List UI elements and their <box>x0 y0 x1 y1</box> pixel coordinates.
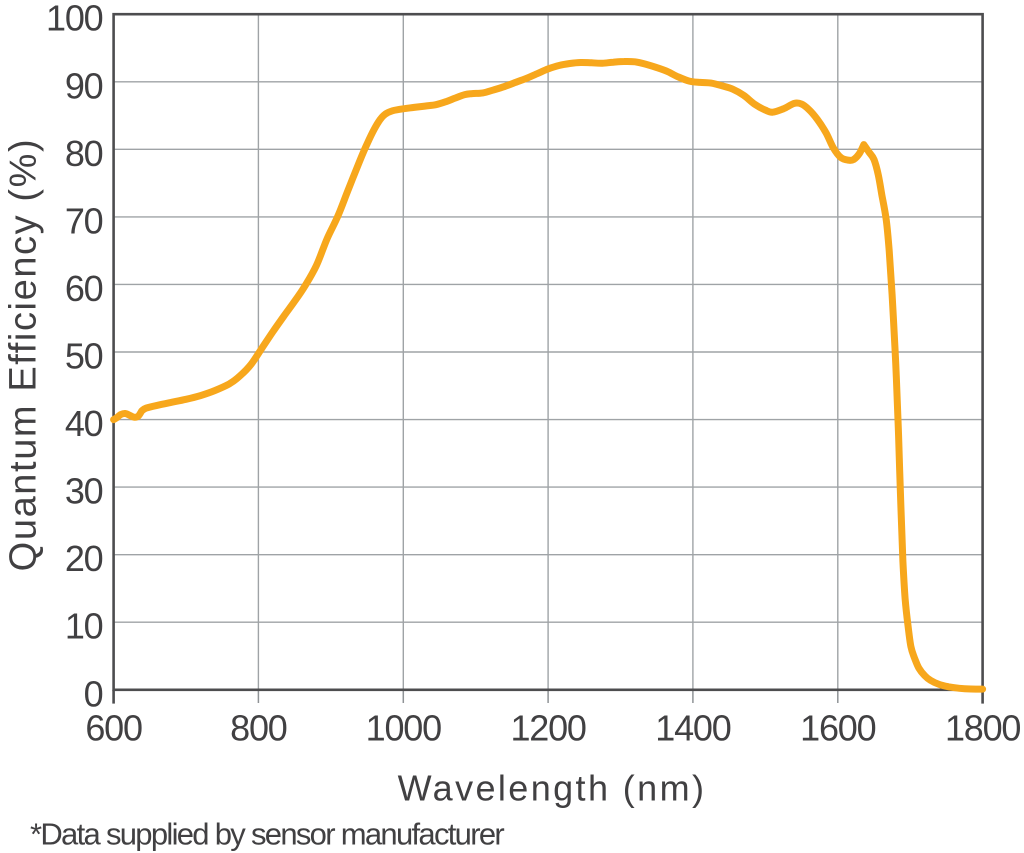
svg-text:0: 0 <box>84 673 103 714</box>
svg-text:1200: 1200 <box>510 708 585 749</box>
svg-text:1000: 1000 <box>366 708 441 749</box>
svg-text:10: 10 <box>65 606 103 647</box>
svg-text:30: 30 <box>65 471 103 512</box>
svg-text:1600: 1600 <box>800 708 875 749</box>
svg-text:40: 40 <box>65 403 103 444</box>
svg-text:*Data supplied by sensor manuf: *Data supplied by sensor manufacturer <box>30 817 504 852</box>
svg-text:800: 800 <box>230 708 287 749</box>
svg-text:70: 70 <box>65 200 103 241</box>
svg-text:100: 100 <box>46 0 103 39</box>
svg-text:600: 600 <box>85 708 142 749</box>
svg-text:50: 50 <box>65 336 103 377</box>
svg-text:Wavelength (nm): Wavelength (nm) <box>398 768 707 809</box>
svg-text:90: 90 <box>65 65 103 106</box>
svg-text:20: 20 <box>65 538 103 579</box>
svg-text:80: 80 <box>65 133 103 174</box>
svg-text:1400: 1400 <box>655 708 730 749</box>
svg-text:60: 60 <box>65 268 103 309</box>
svg-text:1800: 1800 <box>945 708 1020 749</box>
svg-text:Quantum Efficiency (%): Quantum Efficiency (%) <box>3 138 45 572</box>
